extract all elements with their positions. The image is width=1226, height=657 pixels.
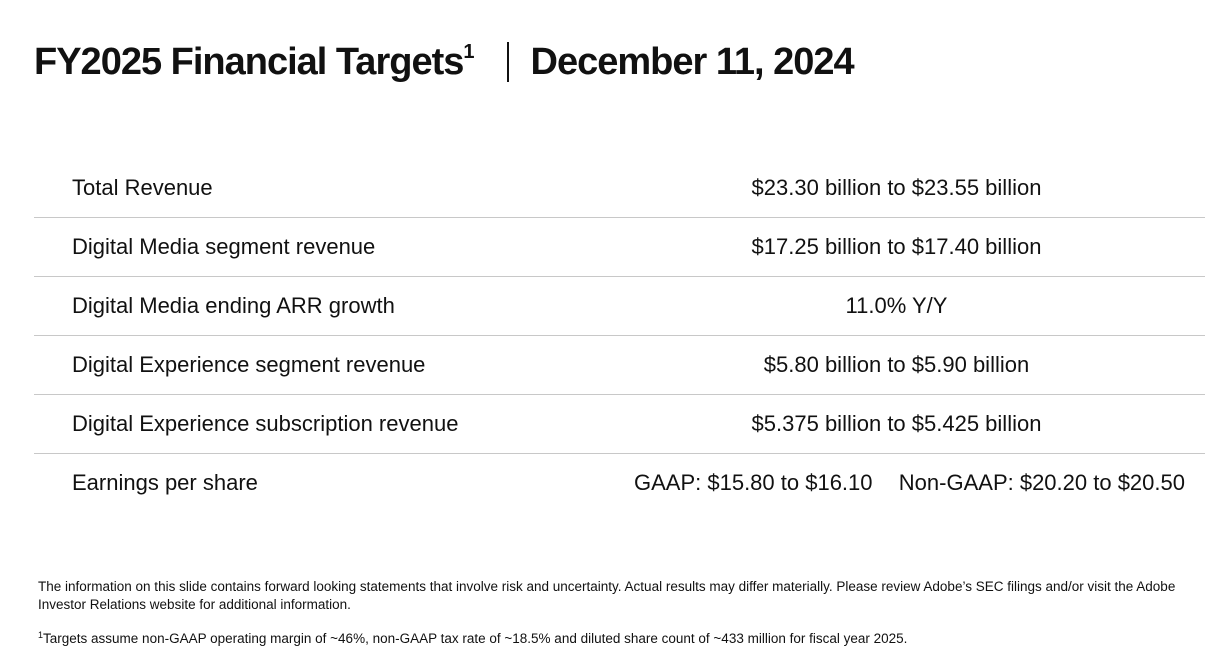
- financial-targets-table: Total Revenue $23.30 billion to $23.55 b…: [34, 159, 1205, 512]
- eps-non-gaap-value: Non-GAAP: $20.20 to $20.50: [898, 470, 1185, 495]
- target-row-eps: Earnings per share GAAP: $15.80 to $16.1…: [34, 454, 1205, 512]
- target-label: Digital Media segment revenue: [72, 234, 376, 259]
- slide-header: FY2025 Financial Targets1 December 11, 2…: [34, 36, 855, 88]
- target-value: $5.80 billion to $5.90 billion: [763, 352, 1030, 377]
- target-value: $17.25 billion to $17.40 billion: [751, 234, 1042, 259]
- title-footnote-marker: 1: [463, 40, 475, 63]
- target-row-digital-experience-revenue: Digital Experience segment revenue $5.80…: [34, 336, 1205, 395]
- slide-title-text: FY2025 Financial Targets: [34, 40, 464, 83]
- eps-gaap-value: GAAP: $15.80 to $16.10: [634, 470, 873, 495]
- target-label: Digital Experience segment revenue: [72, 352, 426, 377]
- forward-looking-disclaimer: The information on this slide contains f…: [38, 579, 1176, 612]
- target-row-total-revenue: Total Revenue $23.30 billion to $23.55 b…: [34, 159, 1205, 218]
- target-value: 11.0% Y/Y: [845, 293, 948, 318]
- target-row-digital-experience-subscription: Digital Experience subscription revenue …: [34, 395, 1205, 454]
- title-divider: [506, 42, 509, 82]
- target-label: Digital Media ending ARR growth: [72, 293, 395, 318]
- slide-title: FY2025 Financial Targets1: [34, 41, 475, 84]
- target-label: Total Revenue: [72, 175, 213, 200]
- slide-date: December 11, 2024: [530, 40, 855, 83]
- footnote-marker: 1: [38, 630, 44, 640]
- eps-label: Earnings per share: [72, 470, 258, 495]
- target-row-digital-media-revenue: Digital Media segment revenue $17.25 bil…: [34, 218, 1205, 277]
- target-value: $23.30 billion to $23.55 billion: [751, 175, 1042, 200]
- target-label: Digital Experience subscription revenue: [72, 411, 459, 436]
- target-value: $5.375 billion to $5.425 billion: [751, 411, 1042, 436]
- footnote: 1Targets assume non-GAAP operating margi…: [38, 630, 1188, 648]
- target-row-digital-media-arr: Digital Media ending ARR growth 11.0% Y/…: [34, 277, 1205, 336]
- footnote-text: Targets assume non-GAAP operating margin…: [43, 631, 908, 646]
